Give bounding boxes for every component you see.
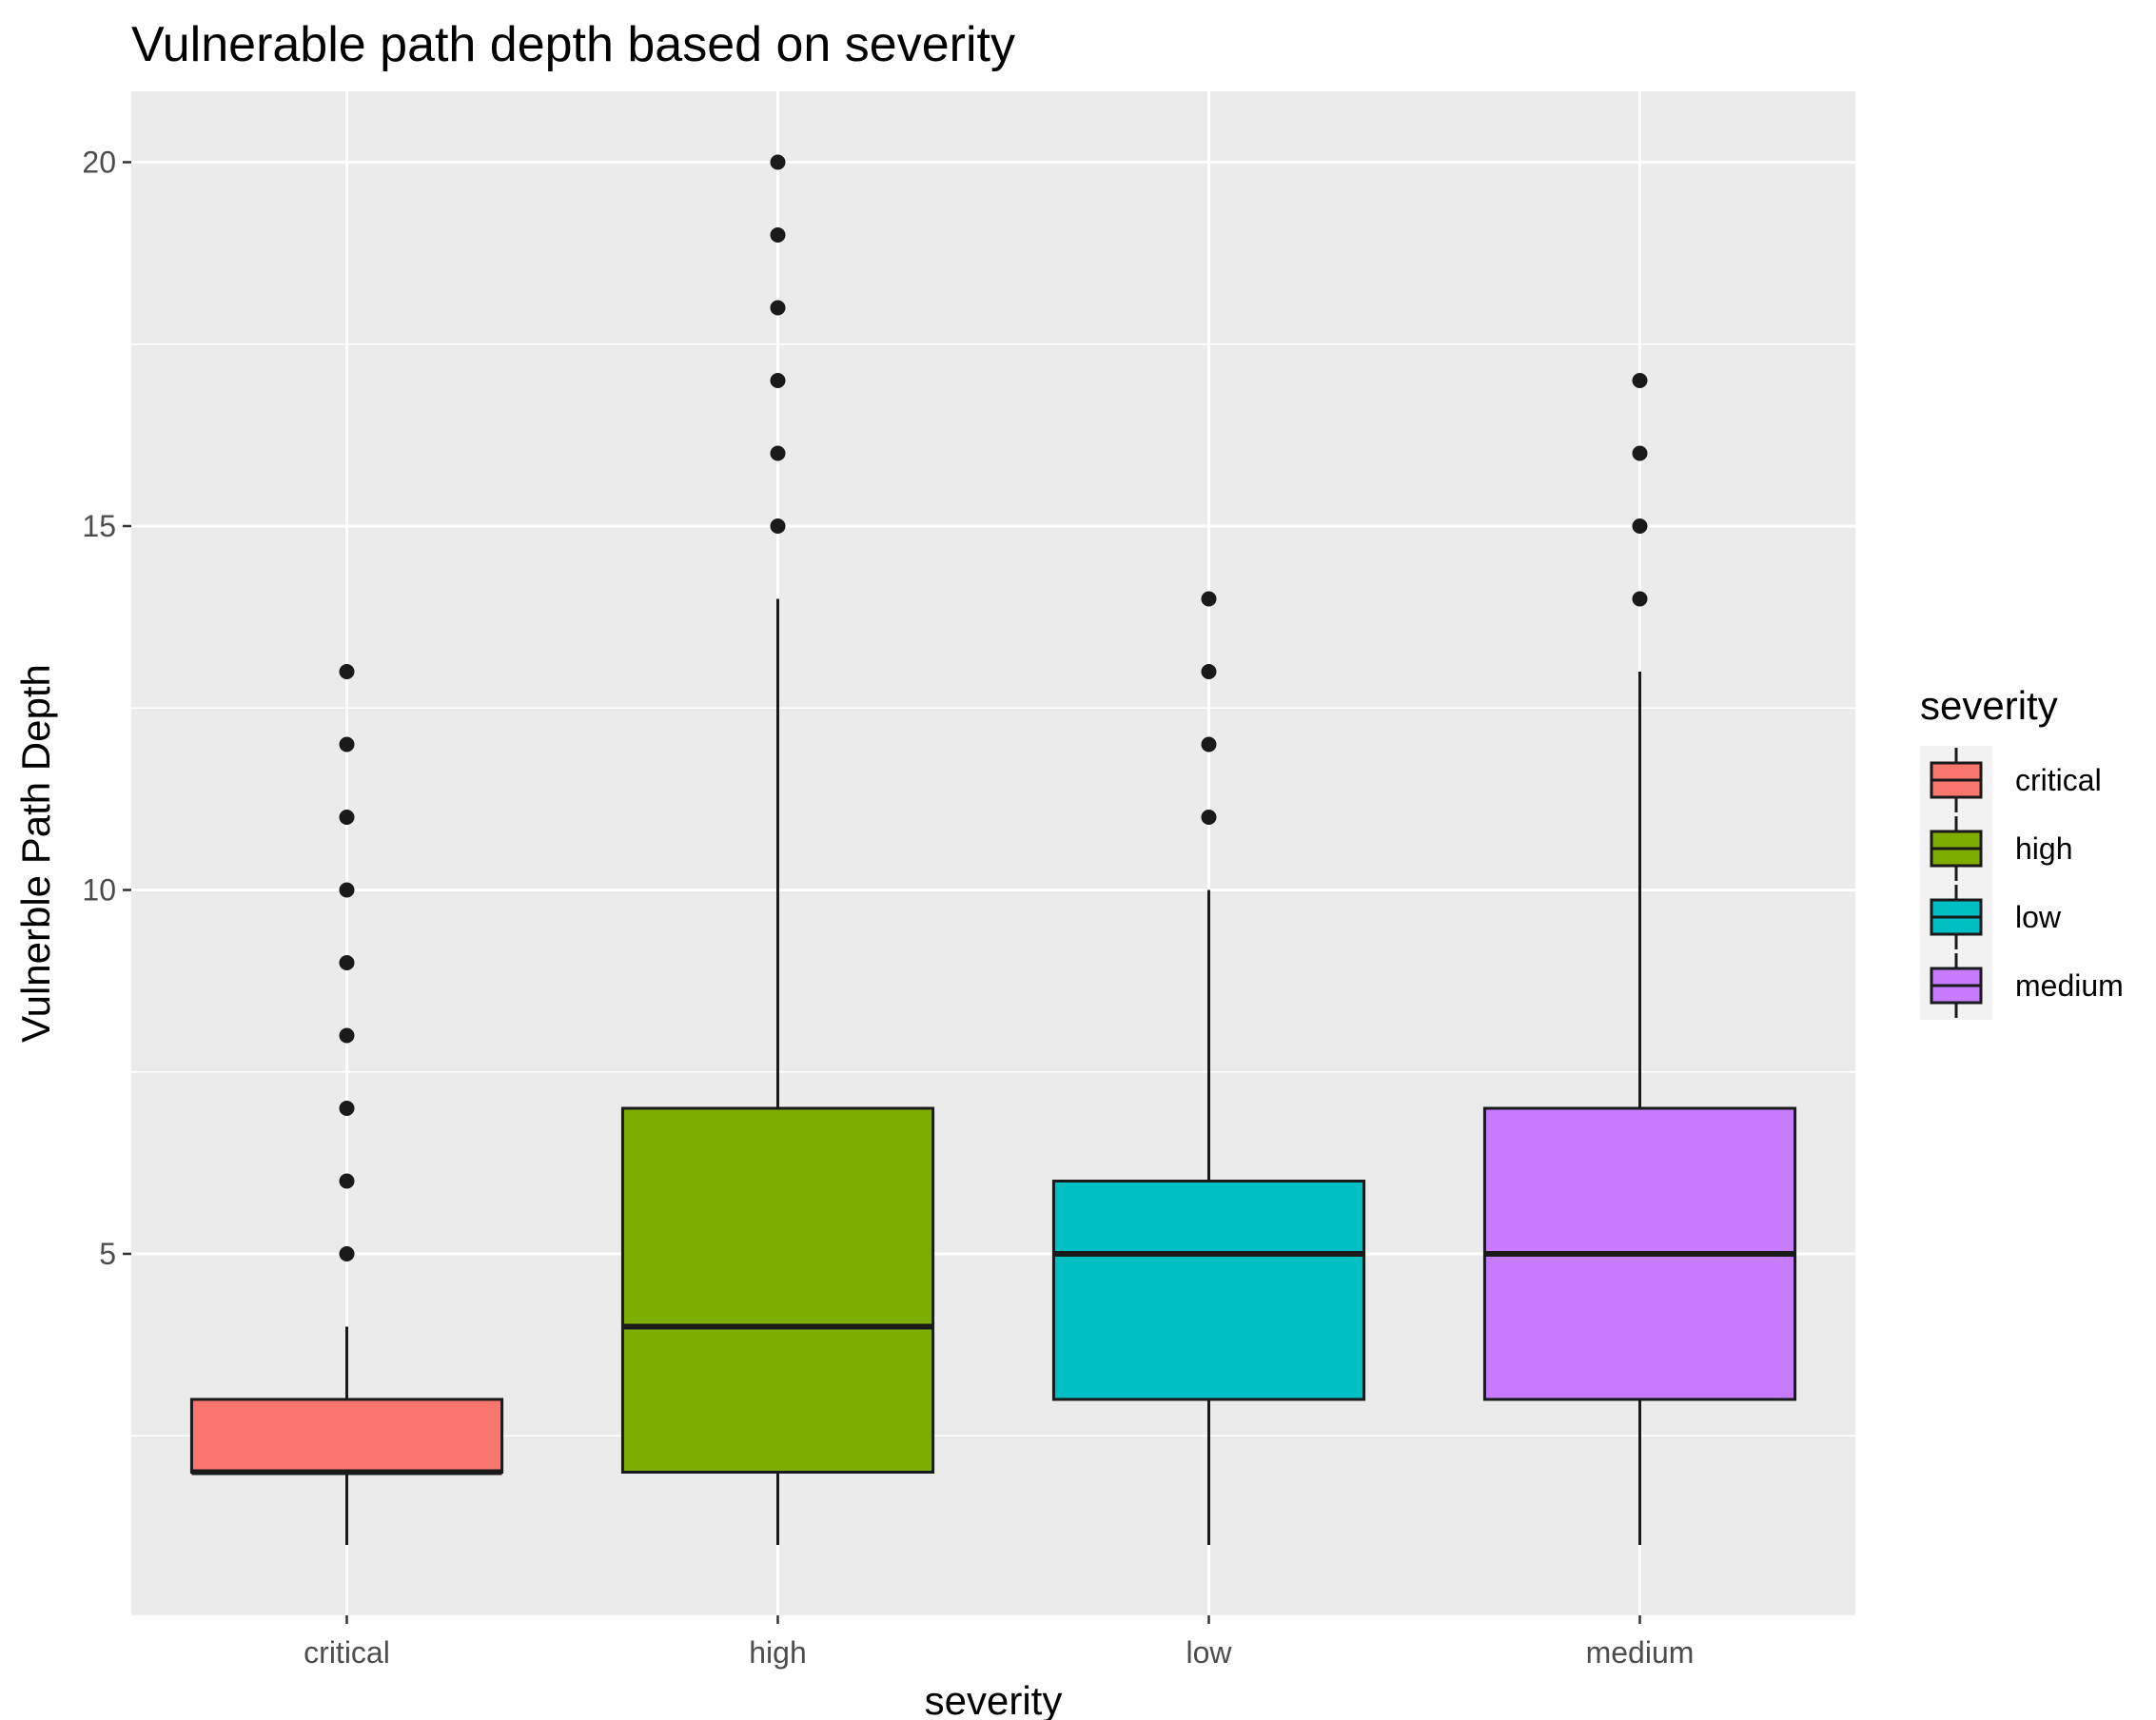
- legend-label: low: [2015, 900, 2062, 934]
- outlier-point: [339, 736, 355, 752]
- outlier-point: [1201, 591, 1217, 607]
- iqr-box: [1051, 1180, 1366, 1401]
- outlier-point: [339, 1027, 355, 1044]
- outlier-point: [1201, 664, 1217, 679]
- outlier-point: [339, 882, 355, 898]
- outlier-point: [1201, 810, 1217, 825]
- outlier-point: [339, 1101, 355, 1116]
- outlier-point: [1632, 591, 1648, 607]
- legend-item-critical: critical: [1930, 748, 2102, 812]
- boxes: [189, 154, 1797, 1545]
- y-axis: 5 10 15 20: [82, 146, 131, 1271]
- outlier-point: [770, 518, 786, 534]
- legend-label: critical: [2015, 763, 2102, 797]
- outlier-point: [1632, 373, 1648, 388]
- outlier-point: [1632, 445, 1648, 461]
- y-tick-label: 5: [99, 1237, 116, 1271]
- legend: severity critical high low medium: [1920, 683, 2124, 1020]
- legend-item-medium: medium: [1930, 953, 2124, 1018]
- y-axis-title: Vulnerble Path Depth: [13, 664, 58, 1043]
- box-low: [1051, 591, 1366, 1545]
- x-axis-title: severity: [925, 1678, 1063, 1720]
- outlier-point: [339, 1173, 355, 1189]
- legend-item-low: low: [1930, 885, 2062, 949]
- y-tick-label: 10: [82, 873, 116, 908]
- y-tick-label: 20: [82, 146, 116, 180]
- outlier-point: [770, 154, 786, 170]
- outlier-point: [1201, 736, 1217, 752]
- x-tick-label: medium: [1586, 1635, 1695, 1670]
- outlier-point: [339, 664, 355, 679]
- box-high: [620, 154, 935, 1545]
- x-tick-label: low: [1186, 1635, 1232, 1670]
- iqr-box: [189, 1398, 504, 1474]
- chart-title: Vulnerable path depth based on severity: [131, 17, 1015, 72]
- legend-label: medium: [2015, 968, 2124, 1003]
- legend-item-high: high: [1930, 816, 2073, 881]
- outlier-point: [1632, 518, 1648, 534]
- legend-title: severity: [1920, 683, 2058, 728]
- outlier-point: [770, 445, 786, 461]
- outlier-point: [770, 227, 786, 243]
- outlier-point: [770, 300, 786, 316]
- x-tick-label: critical: [304, 1635, 390, 1670]
- legend-label: high: [2015, 831, 2073, 866]
- outlier-point: [339, 1246, 355, 1261]
- x-axis: critical high low medium: [304, 1615, 1694, 1670]
- iqr-box: [620, 1106, 935, 1474]
- outlier-point: [339, 810, 355, 825]
- box-medium: [1482, 373, 1797, 1545]
- box-critical: [189, 664, 504, 1545]
- x-tick-label: high: [749, 1635, 807, 1670]
- y-tick-label: 15: [82, 509, 116, 543]
- outlier-point: [770, 373, 786, 388]
- outlier-point: [339, 955, 355, 970]
